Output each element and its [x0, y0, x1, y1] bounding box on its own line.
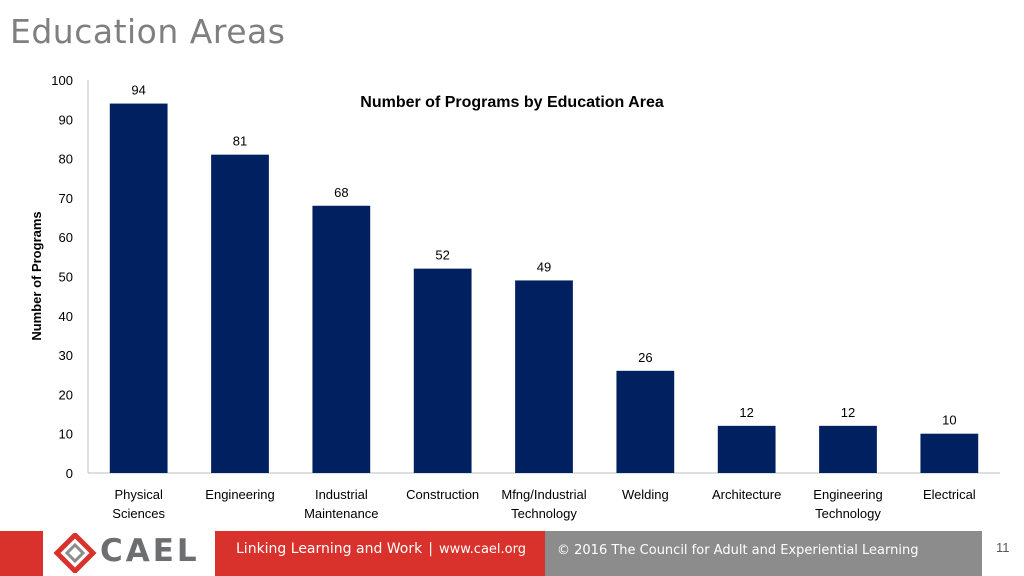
footer-tagline: Linking Learning and Work | www.cael.org	[236, 541, 526, 557]
x-tick-label-line: Industrial	[315, 487, 368, 502]
x-tick-label: Industrial Maintenance	[304, 487, 378, 521]
footer-red-block	[0, 531, 43, 576]
bar	[109, 103, 168, 473]
cael-logo	[43, 531, 215, 576]
x-tick-label-line: Electrical	[923, 487, 976, 502]
data-label: 81	[233, 134, 247, 149]
x-tick-label-line: Physical	[114, 487, 163, 502]
bar	[413, 268, 472, 473]
page-number: 11	[996, 540, 1010, 555]
y-axis-label: Number of Programs	[29, 211, 44, 340]
data-label: 26	[638, 350, 652, 365]
y-tick-label: 40	[59, 309, 73, 324]
data-label: 12	[739, 405, 753, 420]
data-label: 12	[841, 405, 855, 420]
y-tick-label: 50	[59, 270, 73, 285]
x-tick-label: Electrical	[923, 487, 976, 502]
y-tick-label: 20	[59, 387, 73, 402]
x-tick-label-line: Construction	[406, 487, 479, 502]
y-tick-label: 10	[59, 427, 73, 442]
logo-text: CAEL	[100, 533, 200, 569]
bar	[515, 280, 573, 473]
x-tick-label: Engineering Technology	[813, 487, 882, 521]
bar	[211, 154, 269, 474]
x-tick-label: Construction	[406, 487, 479, 502]
x-tick-label: Welding	[622, 487, 669, 502]
y-tick-label: 60	[59, 230, 73, 245]
bar	[920, 433, 979, 473]
y-tick-label: 90	[59, 112, 73, 127]
bar	[312, 205, 371, 473]
x-tick-label-line: Technology	[815, 506, 881, 521]
y-tick-label: 100	[51, 73, 73, 88]
bar	[616, 370, 675, 473]
data-label: 68	[334, 185, 348, 200]
x-tick-label-line: Engineering	[813, 487, 882, 502]
x-tick-label: Engineering	[205, 487, 274, 502]
logo-diamond-icon	[53, 533, 97, 573]
footer-tagline-block	[215, 531, 545, 576]
footer-copyright: © 2016 The Council for Adult and Experie…	[557, 543, 919, 558]
chart-title: Number of Programs by Education Area	[360, 94, 664, 111]
y-tick-label: 30	[59, 348, 73, 363]
y-tick-label: 0	[66, 466, 73, 481]
data-label: 94	[131, 83, 145, 98]
x-tick-label-line: Welding	[622, 487, 669, 502]
x-tick-label-line: Sciences	[112, 506, 165, 521]
x-tick-label-line: Mfng/Industrial	[501, 487, 586, 502]
bar	[717, 425, 776, 473]
x-tick-label: Physical Sciences	[112, 487, 165, 521]
x-tick-label-line: Maintenance	[304, 506, 378, 521]
y-tick-label: 80	[59, 152, 73, 167]
data-label: 10	[942, 413, 956, 428]
data-label: 49	[537, 259, 551, 274]
bar-chart: Number of Programs by Education Area Num…	[29, 73, 1000, 521]
data-label: 52	[435, 248, 449, 263]
footer-copyright-block	[545, 531, 982, 576]
y-tick-label: 70	[59, 191, 73, 206]
slide-title: Education Areas	[10, 12, 286, 51]
x-tick-label: Mfng/Industrial Technology	[501, 487, 586, 521]
footer-separator: |	[428, 541, 433, 557]
x-tick-label: Architecture	[712, 487, 781, 502]
footer-url-link[interactable]: www.cael.org	[438, 542, 526, 557]
bar	[819, 425, 877, 473]
x-tick-label-line: Architecture	[712, 487, 781, 502]
x-tick-label-line: Engineering	[205, 487, 274, 502]
tagline-text: Linking Learning and Work	[236, 541, 423, 557]
x-tick-label-line: Technology	[511, 506, 577, 521]
